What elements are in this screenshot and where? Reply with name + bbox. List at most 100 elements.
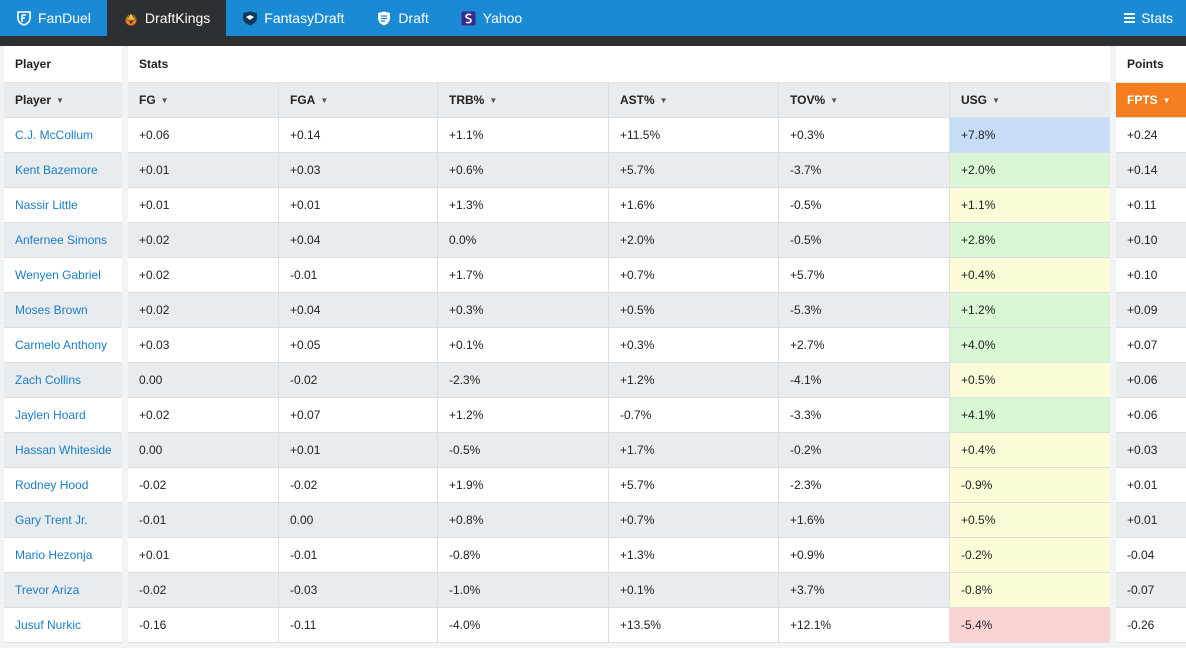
table-row: Nassir Little bbox=[4, 188, 122, 223]
ast-cell: +0.5% bbox=[609, 293, 779, 327]
player-cell: Jusuf Nurkic bbox=[4, 608, 122, 642]
ast-cell: +1.3% bbox=[609, 538, 779, 572]
tov-cell: +12.1% bbox=[779, 608, 950, 642]
sort-ast-header[interactable]: AST% ▼ bbox=[609, 83, 779, 117]
table-row: Gary Trent Jr. bbox=[4, 503, 122, 538]
fga-cell: 0.00 bbox=[279, 503, 438, 537]
fg-cell: +0.01 bbox=[128, 153, 279, 187]
tov-cell: +3.7% bbox=[779, 573, 950, 607]
player-column-header-row: Player ▼ bbox=[4, 83, 122, 118]
usg-cell: -0.2% bbox=[950, 538, 1110, 572]
points-group-header: Points bbox=[1116, 46, 1186, 83]
tab-fantasydraft[interactable]: FantasyDraft bbox=[226, 0, 360, 36]
player-name-link[interactable]: Trevor Ariza bbox=[15, 583, 80, 597]
fg-cell: -0.02 bbox=[128, 573, 279, 607]
fg-cell: -0.01 bbox=[128, 503, 279, 537]
usg-cell: +1.2% bbox=[950, 293, 1110, 327]
sort-fga-header[interactable]: FGA ▼ bbox=[279, 83, 438, 117]
points-panel: Points FPTS ▼ +0.24 +0.14 +0.11 +0.10 +0.10 +0… bbox=[1116, 46, 1186, 643]
column-label: Player bbox=[15, 93, 52, 107]
player-name-link[interactable]: Wenyen Gabriel bbox=[15, 268, 101, 282]
ast-cell: +5.7% bbox=[609, 468, 779, 502]
tab-fanduel[interactable]: FanDuel bbox=[0, 0, 107, 36]
player-name-link[interactable]: Mario Hezonja bbox=[15, 548, 93, 562]
column-label: TOV% bbox=[790, 93, 826, 107]
column-label: FPTS bbox=[1127, 93, 1158, 107]
trb-cell: 0.0% bbox=[438, 223, 609, 257]
fg-cell: +0.03 bbox=[128, 328, 279, 362]
fga-cell: -0.02 bbox=[279, 363, 438, 397]
trb-cell: +0.3% bbox=[438, 293, 609, 327]
player-cell: Moses Brown bbox=[4, 293, 122, 327]
table-row: +0.01 bbox=[1116, 503, 1186, 538]
usg-cell: -5.4% bbox=[950, 608, 1110, 642]
player-panel: Player Player ▼ C.J. McCollum Kent Bazemor… bbox=[4, 46, 122, 643]
table-row: +0.01 bbox=[1116, 468, 1186, 503]
tov-cell: +2.7% bbox=[779, 328, 950, 362]
sort-fpts-header[interactable]: FPTS ▼ bbox=[1116, 83, 1186, 117]
table-row: Carmelo Anthony bbox=[4, 328, 122, 363]
sort-trb-header[interactable]: TRB% ▼ bbox=[438, 83, 609, 117]
fga-cell: +0.01 bbox=[279, 433, 438, 467]
table-row: +0.03 bbox=[1116, 433, 1186, 468]
tab-label: Yahoo bbox=[482, 10, 523, 26]
trb-cell: +1.7% bbox=[438, 258, 609, 292]
table-row: +0.02 +0.04 0.0% +2.0% -0.5% +2.8% bbox=[128, 223, 1110, 258]
player-name-link[interactable]: Gary Trent Jr. bbox=[15, 513, 88, 527]
table-row: Rodney Hood bbox=[4, 468, 122, 503]
sort-usg-header[interactable]: USG ▼ bbox=[950, 83, 1110, 117]
player-name-link[interactable]: Hassan Whiteside bbox=[15, 443, 112, 457]
chevron-down-icon: ▼ bbox=[320, 95, 329, 105]
sort-fg-header[interactable]: FG ▼ bbox=[128, 83, 279, 117]
player-name-link[interactable]: Anfernee Simons bbox=[15, 233, 108, 247]
column-label: TRB% bbox=[449, 93, 485, 107]
player-cell: Jaylen Hoard bbox=[4, 398, 122, 432]
fg-cell: +0.01 bbox=[128, 188, 279, 222]
site-nav: FanDuel DraftKings FantasyDraft Draft Ya… bbox=[0, 0, 1186, 36]
table-row: -0.04 bbox=[1116, 538, 1186, 573]
fpts-cell: +0.01 bbox=[1127, 478, 1158, 492]
player-name-link[interactable]: Zach Collins bbox=[15, 373, 82, 387]
column-label: FGA bbox=[290, 93, 316, 107]
fga-cell: +0.03 bbox=[279, 153, 438, 187]
player-name-link[interactable]: Kent Bazemore bbox=[15, 163, 98, 177]
chevron-down-icon: ▼ bbox=[659, 95, 668, 105]
table-row: Anfernee Simons bbox=[4, 223, 122, 258]
table-row: +0.01 +0.01 +1.3% +1.6% -0.5% +1.1% bbox=[128, 188, 1110, 223]
usg-cell: +7.8% bbox=[950, 118, 1110, 152]
tab-draftkings[interactable]: DraftKings bbox=[106, 0, 227, 36]
table-row: Jaylen Hoard bbox=[4, 398, 122, 433]
fga-cell: -0.01 bbox=[279, 258, 438, 292]
chevron-down-icon: ▼ bbox=[56, 95, 64, 105]
player-name-link[interactable]: Carmelo Anthony bbox=[15, 338, 108, 352]
tab-yahoo[interactable]: Yahoo bbox=[445, 0, 538, 36]
tab-draft[interactable]: Draft bbox=[360, 0, 444, 36]
fg-cell: 0.00 bbox=[128, 433, 279, 467]
player-name-link[interactable]: Moses Brown bbox=[15, 303, 88, 317]
fga-cell: -0.11 bbox=[279, 608, 438, 642]
usg-cell: -0.8% bbox=[950, 573, 1110, 607]
tov-cell: -4.1% bbox=[779, 363, 950, 397]
tov-cell: +0.9% bbox=[779, 538, 950, 572]
table-row: -0.16 -0.11 -4.0% +13.5% +12.1% -5.4% bbox=[128, 608, 1110, 643]
stats-menu-button[interactable]: Stats bbox=[1111, 0, 1186, 36]
table-row: +0.10 bbox=[1116, 258, 1186, 293]
fg-cell: +0.06 bbox=[128, 118, 279, 152]
player-rows: C.J. McCollum Kent Bazemore Nassir Little A… bbox=[4, 118, 122, 643]
sort-player-header[interactable]: Player ▼ bbox=[4, 83, 122, 117]
usg-cell: +0.4% bbox=[950, 433, 1110, 467]
player-name-link[interactable]: Jusuf Nurkic bbox=[15, 618, 82, 632]
tov-cell: -0.5% bbox=[779, 223, 950, 257]
sort-tov-header[interactable]: TOV% ▼ bbox=[779, 83, 950, 117]
fg-cell: +0.01 bbox=[128, 538, 279, 572]
stats-rows: +0.06 +0.14 +1.1% +11.5% +0.3% +7.8% +0.01 +0.0… bbox=[128, 118, 1110, 643]
trb-cell: +1.9% bbox=[438, 468, 609, 502]
table-row: +0.07 bbox=[1116, 328, 1186, 363]
player-name-link[interactable]: C.J. McCollum bbox=[15, 128, 94, 142]
usg-cell: +2.0% bbox=[950, 153, 1110, 187]
player-name-link[interactable]: Jaylen Hoard bbox=[15, 408, 86, 422]
player-cell: Rodney Hood bbox=[4, 468, 122, 502]
fga-cell: +0.05 bbox=[279, 328, 438, 362]
player-name-link[interactable]: Rodney Hood bbox=[15, 478, 89, 492]
player-name-link[interactable]: Nassir Little bbox=[15, 198, 78, 212]
